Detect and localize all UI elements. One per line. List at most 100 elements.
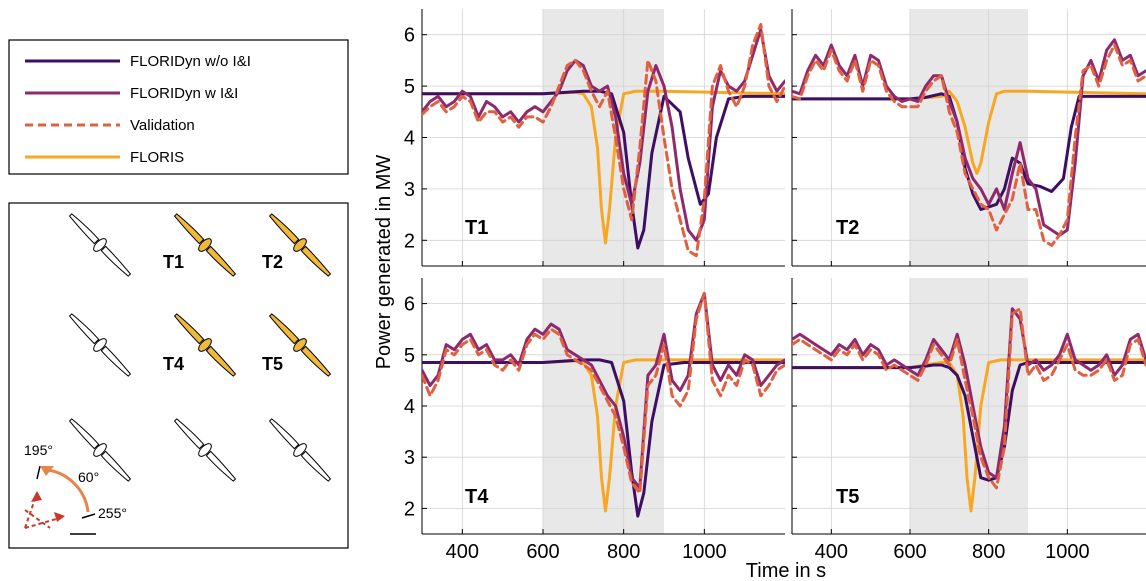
- panel-label-t1: T1: [465, 217, 488, 239]
- turbine-blade: [300, 345, 332, 377]
- x-tick-label: 800: [972, 541, 1005, 563]
- series-group: [792, 307, 1146, 513]
- y-axis-label: Power generated in MW: [373, 155, 395, 370]
- turbine-blade: [205, 245, 237, 277]
- wind-arrowhead: [31, 491, 42, 502]
- x-tick-label: 400: [815, 541, 848, 563]
- x-tick-label: 400: [446, 541, 479, 563]
- series-line-validation: [422, 291, 785, 495]
- series-line-floris: [792, 358, 1146, 513]
- turbine-blade: [268, 313, 300, 345]
- turbine-blade: [68, 313, 100, 345]
- turbine-2: [173, 213, 237, 277]
- y-tick-label: 2: [404, 498, 415, 520]
- x-tick-label: 600: [893, 541, 926, 563]
- turbine-label-t1: T1: [163, 252, 184, 272]
- turbine-4: [68, 313, 132, 377]
- turbine-label-t2: T2: [262, 252, 283, 272]
- panel-label-t4: T4: [465, 486, 489, 508]
- turbine-blade: [100, 450, 132, 482]
- turbine-9: [268, 418, 332, 482]
- wind-arrow: [24, 509, 51, 529]
- turbine-blade: [268, 418, 300, 450]
- legend-label-1: FLORIDyn w I&I: [130, 85, 238, 102]
- turbine-blade: [68, 213, 100, 245]
- turbine-hub: [93, 238, 107, 252]
- turbine-blade: [268, 213, 300, 245]
- wind-arrowhead: [54, 512, 65, 522]
- legend-label-0: FLORIDyn w/o I&I: [130, 53, 251, 70]
- series-line-floridyn-w-o-i-i: [422, 89, 785, 250]
- turbine-8: [173, 418, 237, 482]
- series-line-floridyn-w-o-i-i: [792, 361, 1146, 482]
- arc-arrowhead: [40, 466, 54, 476]
- turbine-blade: [205, 345, 237, 377]
- y-tick-label: 4: [404, 396, 415, 418]
- turbine-5: [173, 313, 237, 377]
- legend-label-3: FLORIS: [130, 149, 184, 166]
- series-group: [422, 291, 785, 518]
- tick-255: [81, 513, 96, 519]
- y-tick-label: 5: [404, 345, 415, 367]
- turbine-blade: [173, 213, 205, 245]
- turbine-hub: [198, 338, 212, 352]
- turbine-hub: [93, 443, 107, 457]
- angle-label-60: 60°: [78, 469, 99, 485]
- turbine-hub: [93, 338, 107, 352]
- series-group: [422, 22, 785, 258]
- y-tick-label: 2: [404, 230, 415, 252]
- turbine-7: [68, 418, 132, 482]
- turbine-hub: [198, 238, 212, 252]
- y-tick-label: 3: [404, 179, 415, 201]
- turbine-hub: [293, 338, 307, 352]
- turbine-blade: [100, 245, 132, 277]
- x-tick-label: 1000: [1045, 541, 1090, 563]
- x-tick-label: 800: [607, 541, 640, 563]
- y-tick-label: 6: [404, 294, 415, 316]
- turbine-label-t4: T4: [163, 354, 184, 374]
- angle-label-255: 255°: [98, 505, 127, 521]
- y-tick-label: 4: [404, 128, 415, 150]
- wind-direction-arrows: [24, 465, 96, 535]
- layout-box: [8, 202, 349, 549]
- panel-label-t2: T2: [836, 217, 859, 239]
- chart-legend: FLORIDyn w/o I&I FLORIDyn w I&I Validation…: [8, 39, 349, 175]
- turbine-blade: [173, 313, 205, 345]
- series-group: [792, 38, 1146, 247]
- panel-t2: T2: [791, 9, 1146, 267]
- turbine-label-t5: T5: [262, 354, 283, 374]
- series-line-floridyn-w-o-i-i: [422, 358, 785, 518]
- series-line-validation: [422, 22, 785, 258]
- angle-label-195: 195°: [24, 442, 53, 458]
- x-tick-label: 600: [526, 541, 559, 563]
- turbine-1: [68, 213, 132, 277]
- turbine-blade: [68, 418, 100, 450]
- panel-label-t5: T5: [836, 486, 859, 508]
- y-tick-label: 3: [404, 447, 415, 469]
- y-tick-label: 5: [404, 76, 415, 98]
- series-line-validation: [792, 43, 1146, 247]
- chart-panels: 2 3 4 5 6 T1 T2 2 3 4 5 6 400 600 800 1000 T4 400 600 800 10…: [404, 9, 1146, 563]
- turbine-blade: [205, 450, 237, 482]
- x-axis-label: Time in s: [746, 560, 826, 581]
- series-line-validation: [792, 307, 1146, 490]
- turbine-blade: [300, 245, 332, 277]
- y-tick-label: 6: [404, 25, 415, 47]
- series-line-floridyn-w-i-i: [422, 291, 785, 490]
- turbine-hub: [293, 443, 307, 457]
- turbine-blade: [100, 345, 132, 377]
- turbine-blade: [173, 418, 205, 450]
- legend-label-2: Validation: [130, 117, 195, 134]
- turbine-6: [268, 313, 332, 377]
- panel-t5: 400 600 800 1000 T5: [791, 278, 1146, 563]
- series-line-floridyn-w-i-i: [792, 307, 1146, 480]
- turbine-hub: [198, 443, 212, 457]
- panel-t4: 2 3 4 5 6 400 600 800 1000 T4: [404, 278, 785, 563]
- panel-t1: 2 3 4 5 6 T1: [404, 9, 785, 267]
- x-tick-label: 1000: [682, 541, 727, 563]
- tick-195: [36, 465, 41, 480]
- turbine-blade: [300, 450, 332, 482]
- wind-farm-layout: T1 T2 T4 T5 195° 60° 255°: [8, 202, 349, 549]
- angle-arc: [47, 468, 90, 513]
